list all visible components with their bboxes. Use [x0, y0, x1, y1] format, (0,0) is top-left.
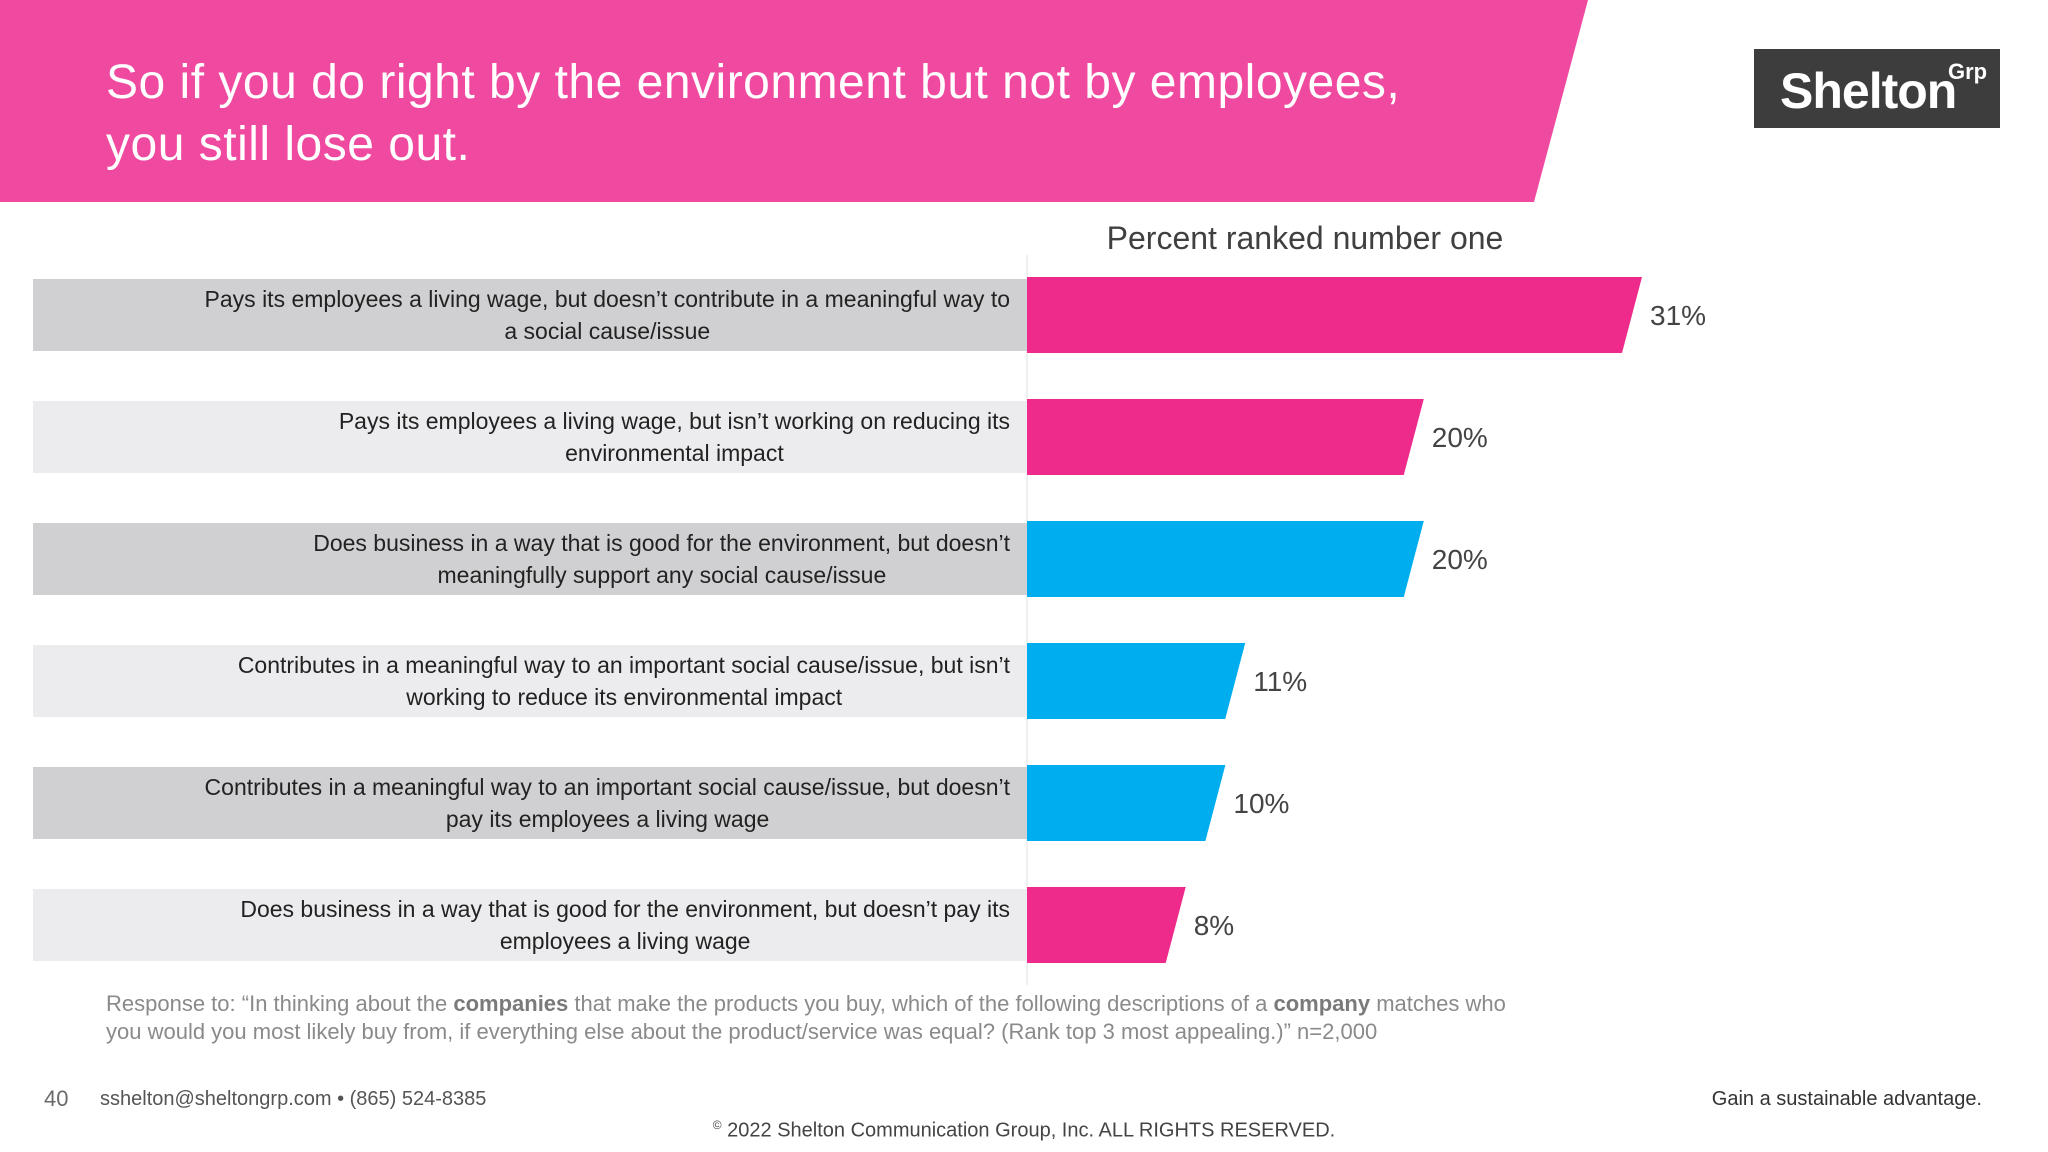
- shelton-grp-logo: Shelton Grp: [1754, 49, 2000, 128]
- category-label: working to reduce its environmental impa…: [405, 684, 843, 710]
- value-label: 20%: [1432, 422, 1488, 453]
- category-label: employees a living wage: [500, 928, 751, 954]
- category-label: Contributes in a meaningful way to an im…: [238, 652, 1011, 678]
- category-row-background: [33, 645, 1027, 717]
- category-row-background: [33, 889, 1027, 961]
- bar: [1027, 887, 1186, 963]
- footnote-bold-companies: companies: [453, 991, 569, 1016]
- category-row-background: [33, 279, 1027, 351]
- category-label: meaningfully support any social cause/is…: [438, 562, 887, 588]
- footnote-text-3: matches who: [1370, 991, 1506, 1016]
- bar: [1027, 277, 1642, 353]
- bar-chart: Pays its employees a living wage, but do…: [33, 255, 1706, 985]
- header-band: [0, 0, 1588, 202]
- logo-wordmark: Shelton: [1780, 63, 1957, 119]
- page-number: 40: [44, 1086, 69, 1111]
- copyright-text: 2022 Shelton Communication Group, Inc. A…: [721, 1119, 1336, 1142]
- category-label: Pays its employees a living wage, but do…: [205, 286, 1010, 312]
- logo-superscript: Grp: [1948, 59, 1988, 84]
- contact-info: sshelton@sheltongrp.com • (865) 524-8385: [100, 1088, 487, 1110]
- copyright-symbol: ©: [712, 1118, 722, 1132]
- survey-footnote: Response to: “In thinking about the comp…: [106, 990, 1666, 1046]
- category-row-background: [33, 523, 1027, 595]
- bar: [1027, 399, 1424, 475]
- bar: [1027, 521, 1424, 597]
- category-label: pay its employees a living wage: [446, 806, 769, 832]
- category-label: Contributes in a meaningful way to an im…: [205, 774, 1011, 800]
- tagline: Gain a sustainable advantage.: [1711, 1088, 1982, 1110]
- footnote-text-1: Response to: “In thinking about the: [106, 991, 454, 1016]
- page-title: So if you do right by the environment bu…: [106, 52, 1526, 176]
- category-row-background: [33, 767, 1027, 839]
- value-label: 11%: [1253, 666, 1307, 697]
- category-label: environmental impact: [565, 440, 784, 466]
- category-label: Does business in a way that is good for …: [240, 896, 1010, 922]
- value-label: 10%: [1233, 788, 1289, 819]
- title-line-2: you still lose out.: [106, 118, 471, 171]
- footnote-text-2: that make the products you buy, which of…: [568, 991, 1274, 1016]
- bar: [1027, 643, 1246, 719]
- chart-title: Percent ranked number one: [1106, 220, 1504, 256]
- footnote-bold-company: company: [1273, 991, 1371, 1016]
- bar: [1027, 765, 1226, 841]
- category-row-background: [33, 401, 1027, 473]
- category-label: Does business in a way that is good for …: [313, 530, 1010, 556]
- category-label: a social cause/issue: [504, 318, 710, 344]
- category-label: Pays its employees a living wage, but is…: [339, 408, 1010, 434]
- value-label: 31%: [1650, 300, 1706, 331]
- value-label: 20%: [1432, 544, 1488, 575]
- footnote-line-2: you would you most likely buy from, if e…: [106, 1019, 1378, 1044]
- title-line-1: So if you do right by the environment bu…: [106, 56, 1401, 109]
- value-label: 8%: [1194, 910, 1234, 941]
- copyright: © 2022 Shelton Communication Group, Inc.…: [0, 1118, 2048, 1143]
